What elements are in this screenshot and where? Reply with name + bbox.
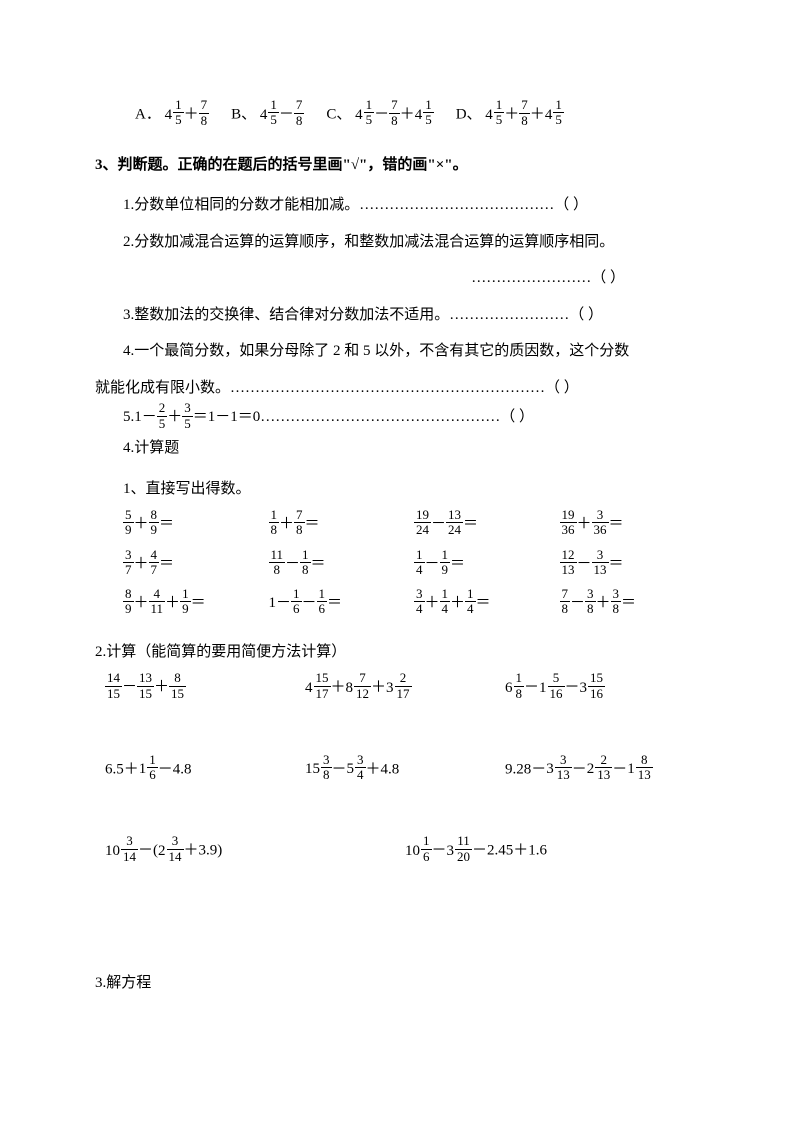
calc-row: 1415－1315＋81541517＋8712＋3217618－1516－315…	[105, 673, 705, 703]
judge-2b: ……………………（ ）	[95, 267, 705, 290]
option-b: B、 415－78	[231, 100, 304, 130]
calc-cell: 1415－1315＋815	[105, 673, 305, 703]
direct-cell: 34＋14＋14＝	[414, 589, 560, 619]
eq-title: 3.解方程	[95, 972, 705, 995]
direct-cell: 1924－1324＝	[414, 510, 560, 540]
section-3-title: 3、判断题。正确的在题后的括号里画"√"，错的画"×"。	[95, 154, 705, 177]
judge-1: 1.分数单位相同的分数才能相加减。…………………………………（ ）	[95, 194, 705, 217]
label: C、	[326, 107, 351, 123]
direct-cell: 14－19＝	[414, 550, 560, 580]
calc-cell: 41517＋8712＋3217	[305, 673, 505, 703]
direct-row: 89＋411＋19＝1－16－16＝34＋14＋14＝78－38＋38＝	[123, 589, 705, 619]
calc-cell: 9.28－3313－2213－1813	[505, 755, 705, 785]
judge-4a: 4.一个最简分数，如果分母除了 2 和 5 以外，不含有其它的质因数，这个分数	[95, 340, 705, 363]
direct-cell: 118－18＝	[269, 550, 415, 580]
judge-3: 3.整数加法的交换律、结合律对分数加法不适用。……………………（ ）	[95, 304, 705, 327]
calc-container: 1415－1315＋81541517＋8712＋3217618－1516－315…	[95, 673, 705, 922]
calc-title: 2.计算（能简算的要用简便方法计算）	[95, 641, 705, 664]
calc-cell: 1016－31120－2.45＋1.6	[405, 836, 705, 866]
direct-title: 1、直接写出得数。	[95, 478, 705, 501]
direct-cell: 59＋89＝	[123, 510, 269, 540]
direct-row: 37＋47＝118－18＝14－19＝1213－313＝	[123, 550, 705, 580]
direct-cell: 78－38＋38＝	[560, 589, 706, 619]
calc-row: 6.5＋116－4.81538－534＋4.89.28－3313－2213－18…	[105, 755, 705, 785]
direct-cell: 1－16－16＝	[269, 589, 415, 619]
judge-5: 5.1－25＋35＝1－1＝0…………………………………………（ ）	[95, 403, 705, 433]
direct-cell: 1213－313＝	[560, 550, 706, 580]
judge-4b: 就能化成有限小数。………………………………………………………（ ）	[95, 377, 705, 400]
label: A．	[135, 107, 161, 123]
label: D、	[456, 107, 482, 123]
judge-2a: 2.分数加减混合运算的运算顺序，和整数加减法混合运算的运算顺序相同。	[95, 231, 705, 254]
direct-row: 59＋89＝18＋78＝1924－1324＝1936＋336＝	[123, 510, 705, 540]
label: B、	[231, 107, 256, 123]
option-c: C、 415－78＋415	[326, 100, 433, 130]
option-d: D、 415＋78＋415	[456, 100, 564, 130]
calc-cell: 10314－(2314＋3.9)	[105, 836, 405, 866]
direct-cell: 37＋47＝	[123, 550, 269, 580]
section-4-title: 4.计算题	[95, 437, 705, 460]
direct-cell: 1936＋336＝	[560, 510, 706, 540]
calc-cell: 1538－534＋4.8	[305, 755, 505, 785]
direct-cell: 18＋78＝	[269, 510, 415, 540]
calc-row: 10314－(2314＋3.9)1016－31120－2.45＋1.6	[105, 836, 705, 866]
calc-cell: 618－1516－31516	[505, 673, 705, 703]
direct-container: 59＋89＝18＋78＝1924－1324＝1936＋336＝ 37＋47＝118…	[95, 510, 705, 619]
calc-cell: 6.5＋116－4.8	[105, 755, 305, 785]
options-row: A． 415＋78 B、 415－78 C、 415－78＋415 D、 415…	[135, 100, 705, 130]
option-a: A． 415＋78	[135, 100, 209, 130]
direct-cell: 89＋411＋19＝	[123, 589, 269, 619]
